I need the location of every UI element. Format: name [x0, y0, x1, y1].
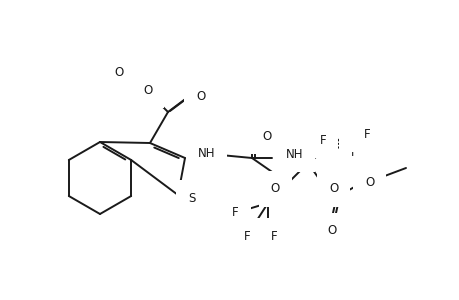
Text: F: F — [351, 124, 358, 137]
Text: F: F — [363, 128, 370, 140]
Text: NH: NH — [285, 148, 303, 160]
Text: O: O — [327, 224, 336, 238]
Text: S: S — [188, 191, 195, 205]
Text: O: O — [262, 130, 271, 142]
Text: F: F — [350, 146, 357, 158]
Text: F: F — [270, 230, 277, 242]
Text: F: F — [243, 230, 250, 242]
Text: O: O — [114, 65, 124, 79]
Text: O: O — [328, 182, 337, 196]
Text: O: O — [196, 89, 205, 103]
Text: F: F — [232, 206, 239, 220]
Text: O: O — [143, 83, 152, 97]
Text: NH: NH — [197, 146, 215, 160]
Text: F: F — [319, 134, 326, 146]
Text: O: O — [364, 176, 374, 188]
Text: O: O — [270, 182, 280, 196]
